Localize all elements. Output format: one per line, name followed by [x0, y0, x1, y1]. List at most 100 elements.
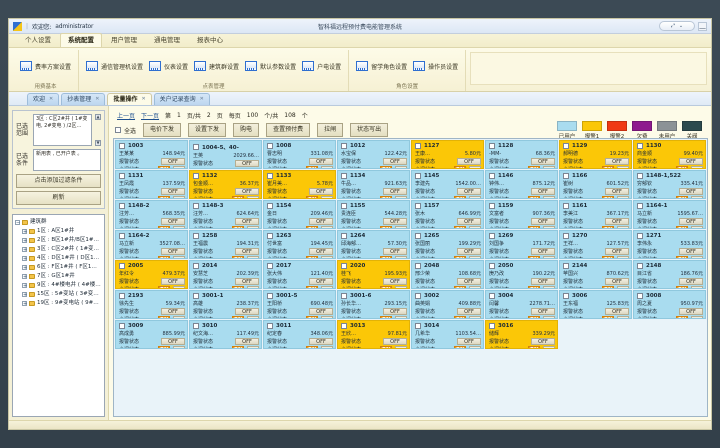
close-icon[interactable]: ✕	[141, 96, 146, 102]
meter-card-checkbox[interactable]	[489, 263, 495, 269]
building-tree[interactable]: − 建筑群 + 1区 : A区1#井 + 2区 : B区1#井/B区1#…	[12, 214, 105, 417]
ribbon-button-operator-settings[interactable]: 操作员设置	[413, 61, 458, 71]
ribbon-tab-1[interactable]: 系统配置	[60, 33, 102, 47]
close-icon[interactable]: ✕	[49, 96, 54, 102]
meter-card-checkbox[interactable]	[415, 263, 421, 269]
meter-card-checkbox[interactable]	[267, 203, 273, 209]
expand-icon[interactable]: +	[22, 301, 28, 307]
meter-card-checkbox[interactable]	[267, 173, 273, 179]
ribbon-tab-0[interactable]: 个人设置	[25, 36, 51, 44]
restore-dropdown-button[interactable]: ⤢ ⌄	[659, 21, 695, 31]
meter-card-checkbox[interactable]	[563, 293, 569, 299]
tree-item-0[interactable]: + 1区 : A区1#井	[15, 227, 102, 236]
meter-card-checkbox[interactable]	[119, 293, 125, 299]
ribbon-tab-4[interactable]: 报表中心	[197, 36, 223, 44]
button-status-writeout[interactable]: 状态写出	[350, 123, 389, 137]
expand-icon[interactable]: +	[22, 256, 28, 262]
meter-card-checkbox[interactable]	[637, 233, 643, 239]
meter-card-checkbox[interactable]	[193, 203, 199, 209]
ribbon-button-household-power[interactable]: 户电设置	[302, 61, 341, 71]
meter-card-checkbox[interactable]	[489, 323, 495, 329]
meter-card-checkbox[interactable]	[563, 143, 569, 149]
meter-card-checkbox[interactable]	[563, 233, 569, 239]
meter-card-checkbox[interactable]	[489, 203, 495, 209]
select-all-control[interactable]: 全选	[115, 126, 136, 135]
expand-icon[interactable]: +	[22, 229, 28, 235]
tree-item-3[interactable]: + 4区 : D区1#井 ( D区1…	[15, 254, 102, 263]
ribbon-button-comm-manager[interactable]: 通信管理机设置	[86, 61, 143, 71]
meter-card-checkbox[interactable]	[563, 263, 569, 269]
meter-card-checkbox[interactable]	[415, 203, 421, 209]
expand-icon[interactable]: +	[22, 265, 28, 271]
meter-card-checkbox[interactable]	[119, 263, 125, 269]
ribbon-button-building-group[interactable]: 建筑群设置	[194, 61, 239, 71]
meter-card-checkbox[interactable]	[119, 203, 125, 209]
expand-icon[interactable]: +	[22, 238, 28, 244]
meter-card-checkbox[interactable]	[489, 173, 495, 179]
meter-card-checkbox[interactable]	[415, 233, 421, 239]
tree-item-5[interactable]: + 7区 : G区1#井	[15, 272, 102, 281]
ribbon-button-fee-scheme[interactable]: 费率方案设置	[20, 61, 71, 71]
meter-card-checkbox[interactable]	[193, 293, 199, 299]
meter-card-checkbox[interactable]	[193, 233, 199, 239]
button-price-dispatch[interactable]: 电价下发	[143, 123, 182, 137]
meter-card[interactable]: 3014 几希华 1103.54… 报警状态 OFF 合闸状态 ON	[411, 320, 484, 349]
button-settings-dispatch[interactable]: 设置下发	[188, 123, 227, 137]
meter-card-checkbox[interactable]	[489, 293, 495, 299]
tree-root-node[interactable]: − 建筑群	[15, 218, 102, 227]
add-filter-button[interactable]: 点击添加过滤条件	[16, 174, 101, 188]
meter-card-checkbox[interactable]	[415, 143, 421, 149]
next-page-link[interactable]: 下一页	[141, 112, 160, 120]
ribbon-tab-3[interactable]: 通电管理	[154, 36, 180, 44]
meter-card-checkbox[interactable]	[415, 173, 421, 179]
expand-icon[interactable]: +	[22, 247, 28, 253]
meter-card-checkbox[interactable]	[193, 173, 199, 179]
button-trip-switch[interactable]: 拉闸	[317, 123, 344, 137]
ribbon-button-instrument[interactable]: 仪表设置	[149, 61, 188, 71]
ribbon-tab-2[interactable]: 用户管理	[111, 36, 137, 44]
meter-card[interactable]: 3004 闫馨 2278.71… 报警状态 OFF 合闸状态 ON	[485, 290, 558, 319]
meter-card-checkbox[interactable]	[119, 173, 125, 179]
tree-item-2[interactable]: + 3区 : C区2#井 ( 1#变…	[15, 245, 102, 254]
meter-card-checkbox[interactable]	[415, 323, 421, 329]
expand-icon[interactable]: −	[15, 220, 21, 226]
meter-card[interactable]: 1004-5、40- 王英 2029.66… 报警状态 OFF 合闸状态 ON	[189, 140, 262, 169]
meter-card-checkbox[interactable]	[341, 203, 347, 209]
doc-tab-close-record-query[interactable]: 关户记录查询 ✕	[153, 93, 210, 105]
meter-card-checkbox[interactable]	[341, 173, 347, 179]
meter-card-checkbox[interactable]	[341, 233, 347, 239]
refresh-button[interactable]: 刷新	[16, 191, 101, 205]
